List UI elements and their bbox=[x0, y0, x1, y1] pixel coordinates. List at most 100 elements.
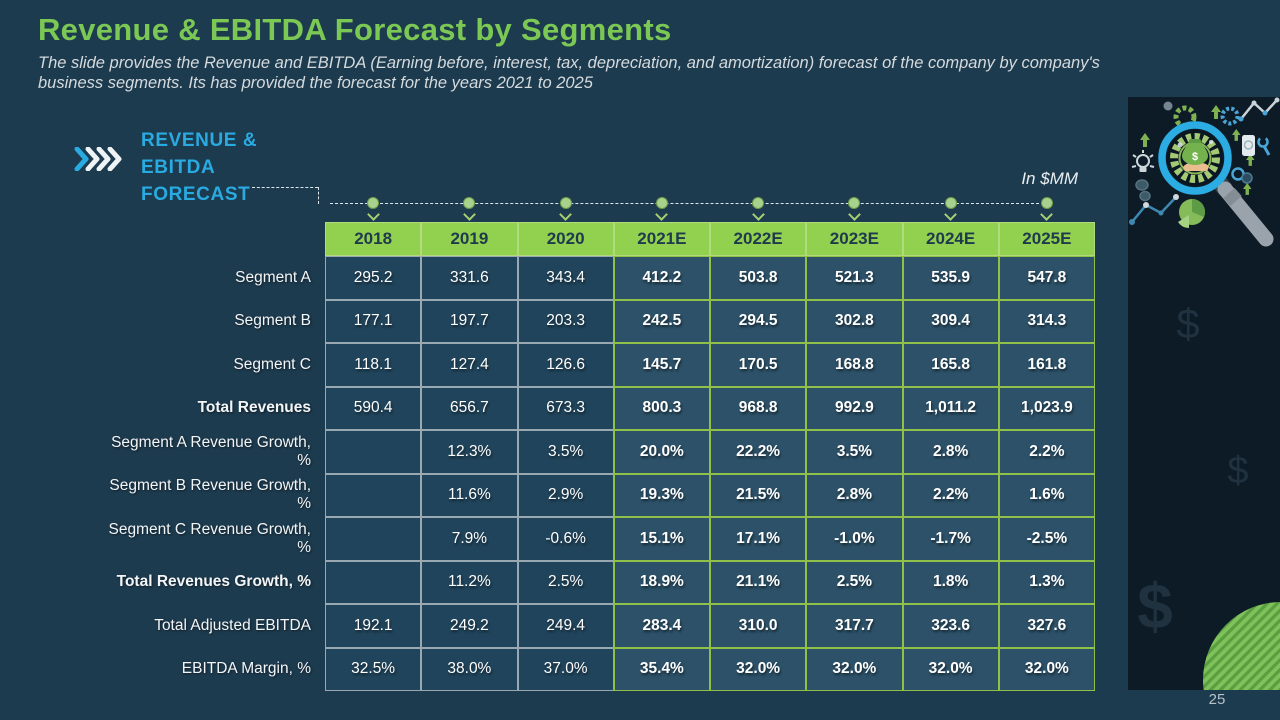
year-column-header: 2025E bbox=[998, 222, 1095, 256]
value-cell: 3.5% bbox=[517, 430, 614, 474]
value-cell: 126.6 bbox=[517, 343, 614, 387]
value-cell: 343.4 bbox=[517, 256, 614, 300]
value-cell: 18.9% bbox=[613, 560, 710, 604]
timeline-dot-marker bbox=[944, 197, 957, 221]
timeline-dot bbox=[848, 197, 861, 209]
value-cell: 310.0 bbox=[710, 604, 807, 648]
value-cell: 2.9% bbox=[517, 473, 614, 517]
value-cell: 17.1% bbox=[710, 517, 807, 561]
timeline-dot bbox=[463, 197, 476, 209]
timeline-dot-marker bbox=[848, 197, 861, 221]
svg-text:$: $ bbox=[1176, 300, 1199, 347]
value-cell: 535.9 bbox=[902, 256, 999, 300]
year-column-header: 2021E bbox=[613, 222, 710, 256]
value-cell: 38.0% bbox=[421, 647, 518, 691]
value-cell: 1.3% bbox=[998, 560, 1095, 604]
value-cell: 12.3% bbox=[421, 430, 518, 474]
value-cell bbox=[325, 430, 422, 474]
value-cell: 547.8 bbox=[998, 256, 1095, 300]
chevron-arrows-icon bbox=[74, 146, 124, 176]
timeline-dot-marker bbox=[751, 197, 765, 221]
down-chevron-icon bbox=[944, 208, 957, 221]
row-label: Segment A bbox=[235, 268, 311, 286]
callout-line: EBITDA bbox=[141, 157, 216, 178]
value-cell: 197.7 bbox=[421, 299, 518, 343]
page-title: Revenue & EBITDA Forecast by Segments bbox=[38, 12, 672, 47]
value-cell: 283.4 bbox=[613, 604, 710, 648]
page-subtitle: The slide provides the Revenue and EBITD… bbox=[38, 54, 1100, 92]
value-cell: 19.3% bbox=[613, 473, 710, 517]
value-cell: 412.2 bbox=[613, 256, 710, 300]
value-cell: 11.2% bbox=[421, 560, 518, 604]
value-cell: 249.2 bbox=[421, 604, 518, 648]
value-cell: 3.5% bbox=[806, 430, 903, 474]
value-cell: -0.6% bbox=[517, 517, 614, 561]
value-cell: 165.8 bbox=[902, 343, 999, 387]
timeline-dot bbox=[752, 197, 765, 209]
value-cell: 2.8% bbox=[806, 473, 903, 517]
value-cell: 1.8% bbox=[902, 560, 999, 604]
line-chart-icon bbox=[1129, 194, 1179, 225]
value-cell: 295.2 bbox=[325, 256, 422, 300]
timeline-dot-marker bbox=[1040, 197, 1054, 221]
value-cell: 32.0% bbox=[710, 647, 807, 691]
magnifier-icon: $ bbox=[1158, 121, 1274, 247]
row-label: Segment B bbox=[234, 312, 311, 330]
wrench-icon bbox=[1257, 136, 1271, 156]
up-arrow-icon bbox=[1140, 105, 1255, 195]
value-cell: 1,011.2 bbox=[902, 386, 999, 430]
value-cell: 331.6 bbox=[421, 256, 518, 300]
timeline-dot bbox=[367, 197, 380, 209]
timeline-dashed-line bbox=[330, 203, 1044, 204]
value-cell: 32.0% bbox=[998, 647, 1095, 691]
striped-circle bbox=[1203, 602, 1280, 690]
callout-line: FORECAST bbox=[141, 184, 251, 205]
value-cell: 590.4 bbox=[325, 386, 422, 430]
value-cell: 32.0% bbox=[902, 647, 999, 691]
value-cell: 327.6 bbox=[998, 604, 1095, 648]
value-cell: 309.4 bbox=[902, 299, 999, 343]
down-chevron-icon bbox=[751, 208, 765, 221]
phone-icon bbox=[1242, 135, 1255, 156]
row-label: Total Revenues Growth, % bbox=[116, 573, 311, 591]
value-cell: 20.0% bbox=[613, 430, 710, 474]
year-column-header: 2023E bbox=[806, 222, 903, 256]
value-cell: 161.8 bbox=[998, 343, 1095, 387]
value-cell: 170.5 bbox=[710, 343, 807, 387]
value-cell: 32.0% bbox=[806, 647, 903, 691]
year-column-header: 2024E bbox=[902, 222, 999, 256]
value-cell: 302.8 bbox=[806, 299, 903, 343]
value-cell bbox=[325, 473, 422, 517]
units-label: In $MM bbox=[1021, 169, 1078, 188]
down-chevron-icon bbox=[559, 208, 572, 221]
value-cell: 2.5% bbox=[806, 560, 903, 604]
row-label: Segment A Revenue Growth, % bbox=[111, 433, 311, 469]
line-chart-up-icon bbox=[1238, 97, 1280, 122]
value-cell: -1.7% bbox=[902, 517, 999, 561]
timeline-dot-marker bbox=[655, 197, 669, 221]
year-column-header: 2020 bbox=[517, 222, 614, 256]
value-cell: 127.4 bbox=[421, 343, 518, 387]
value-cell: 21.5% bbox=[710, 473, 807, 517]
timeline-dot bbox=[944, 197, 957, 209]
down-chevron-icon bbox=[463, 208, 476, 221]
value-cell: 145.7 bbox=[613, 343, 710, 387]
value-cell: 800.3 bbox=[613, 386, 710, 430]
down-chevron-icon bbox=[1040, 208, 1054, 221]
down-chevron-icon bbox=[848, 208, 861, 221]
value-cell: 118.1 bbox=[325, 343, 422, 387]
value-cell: 22.2% bbox=[710, 430, 807, 474]
year-column-header: 2018 bbox=[325, 222, 422, 256]
value-cell: 1.6% bbox=[998, 473, 1095, 517]
value-cell: 2.8% bbox=[902, 430, 999, 474]
value-cell bbox=[325, 560, 422, 604]
value-cell bbox=[325, 517, 422, 561]
hand-icon bbox=[1183, 163, 1209, 171]
page-number: 25 bbox=[1208, 691, 1226, 708]
value-cell: 673.3 bbox=[517, 386, 614, 430]
year-column-header: 2022E bbox=[710, 222, 807, 256]
decorative-side-panel: $ $ $ $ bbox=[1128, 97, 1280, 690]
value-cell: 192.1 bbox=[325, 604, 422, 648]
timeline-dot bbox=[655, 197, 668, 209]
value-cell: 177.1 bbox=[325, 299, 422, 343]
